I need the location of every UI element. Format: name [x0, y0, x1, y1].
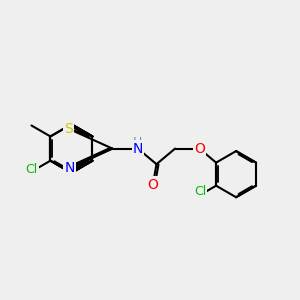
Text: O: O: [148, 178, 158, 191]
Text: N: N: [64, 161, 75, 175]
Text: H: H: [133, 136, 142, 149]
Text: Cl: Cl: [194, 185, 206, 198]
Text: N: N: [133, 142, 143, 156]
Text: S: S: [64, 122, 73, 136]
Text: O: O: [194, 142, 205, 156]
Text: Cl: Cl: [26, 163, 38, 176]
